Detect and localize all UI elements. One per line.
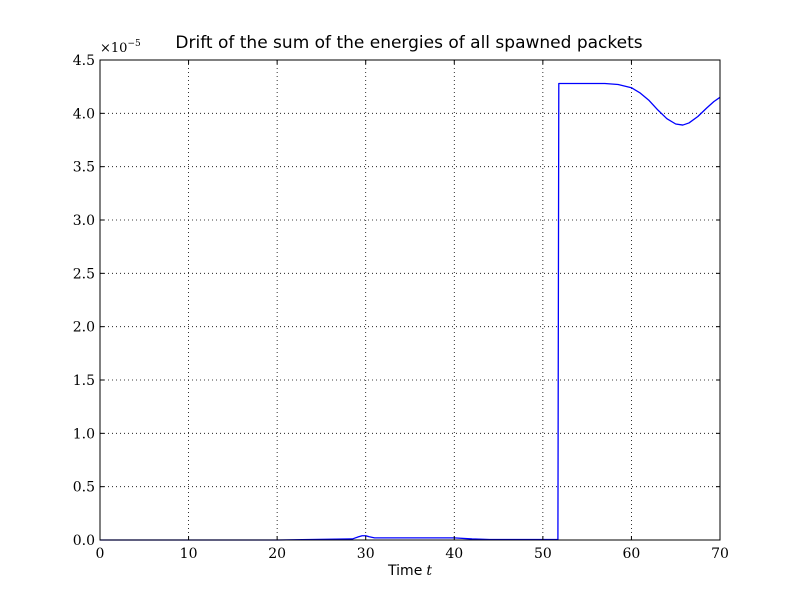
x-tick-label: 0 [96,546,105,562]
x-tick-label: 40 [445,546,463,562]
offset-label-base: ×10 [100,41,127,56]
plot-area [100,60,720,540]
y-tick-label: 2.5 [73,266,95,282]
ticks [99,59,721,541]
x-tick-label: 20 [268,546,286,562]
y-tick-label: 1.5 [73,373,95,389]
x-tick-label: 30 [357,546,375,562]
x-tick-label: 70 [711,546,729,562]
series-layer [100,82,721,541]
x-tick-labels: 0 10 20 30 40 50 60 70 [96,546,729,562]
x-tick-label: 50 [534,546,552,562]
y-tick-label: 1.0 [73,426,95,442]
y-tick-label: 4.0 [73,106,95,122]
y-tick-labels: 0.0 0.5 1.0 1.5 2.0 2.5 3.0 3.5 4.0 4.5 [73,53,95,549]
y-tick-label: 2.0 [73,320,95,336]
y-tick-label: 3.5 [73,160,95,176]
y-tick-label: 0.5 [73,480,95,496]
y-tick-label: 0.0 [73,533,95,549]
plot-frame [99,59,721,541]
series-line [100,82,721,541]
x-axis-label-text: Time [387,563,422,579]
x-tick-label: 60 [623,546,641,562]
y-tick-label: 3.0 [73,213,95,229]
x-axis-label: Time t [387,563,432,579]
x-tick-label: 10 [180,546,198,562]
offset-label: ×10−5 [100,39,141,56]
y-tick-label: 4.5 [73,53,95,69]
chart-title: Drift of the sum of the energies of all … [175,33,642,53]
x-axis-label-variable: t [426,563,432,579]
offset-label-exponent: −5 [127,39,141,49]
grid [100,60,720,540]
